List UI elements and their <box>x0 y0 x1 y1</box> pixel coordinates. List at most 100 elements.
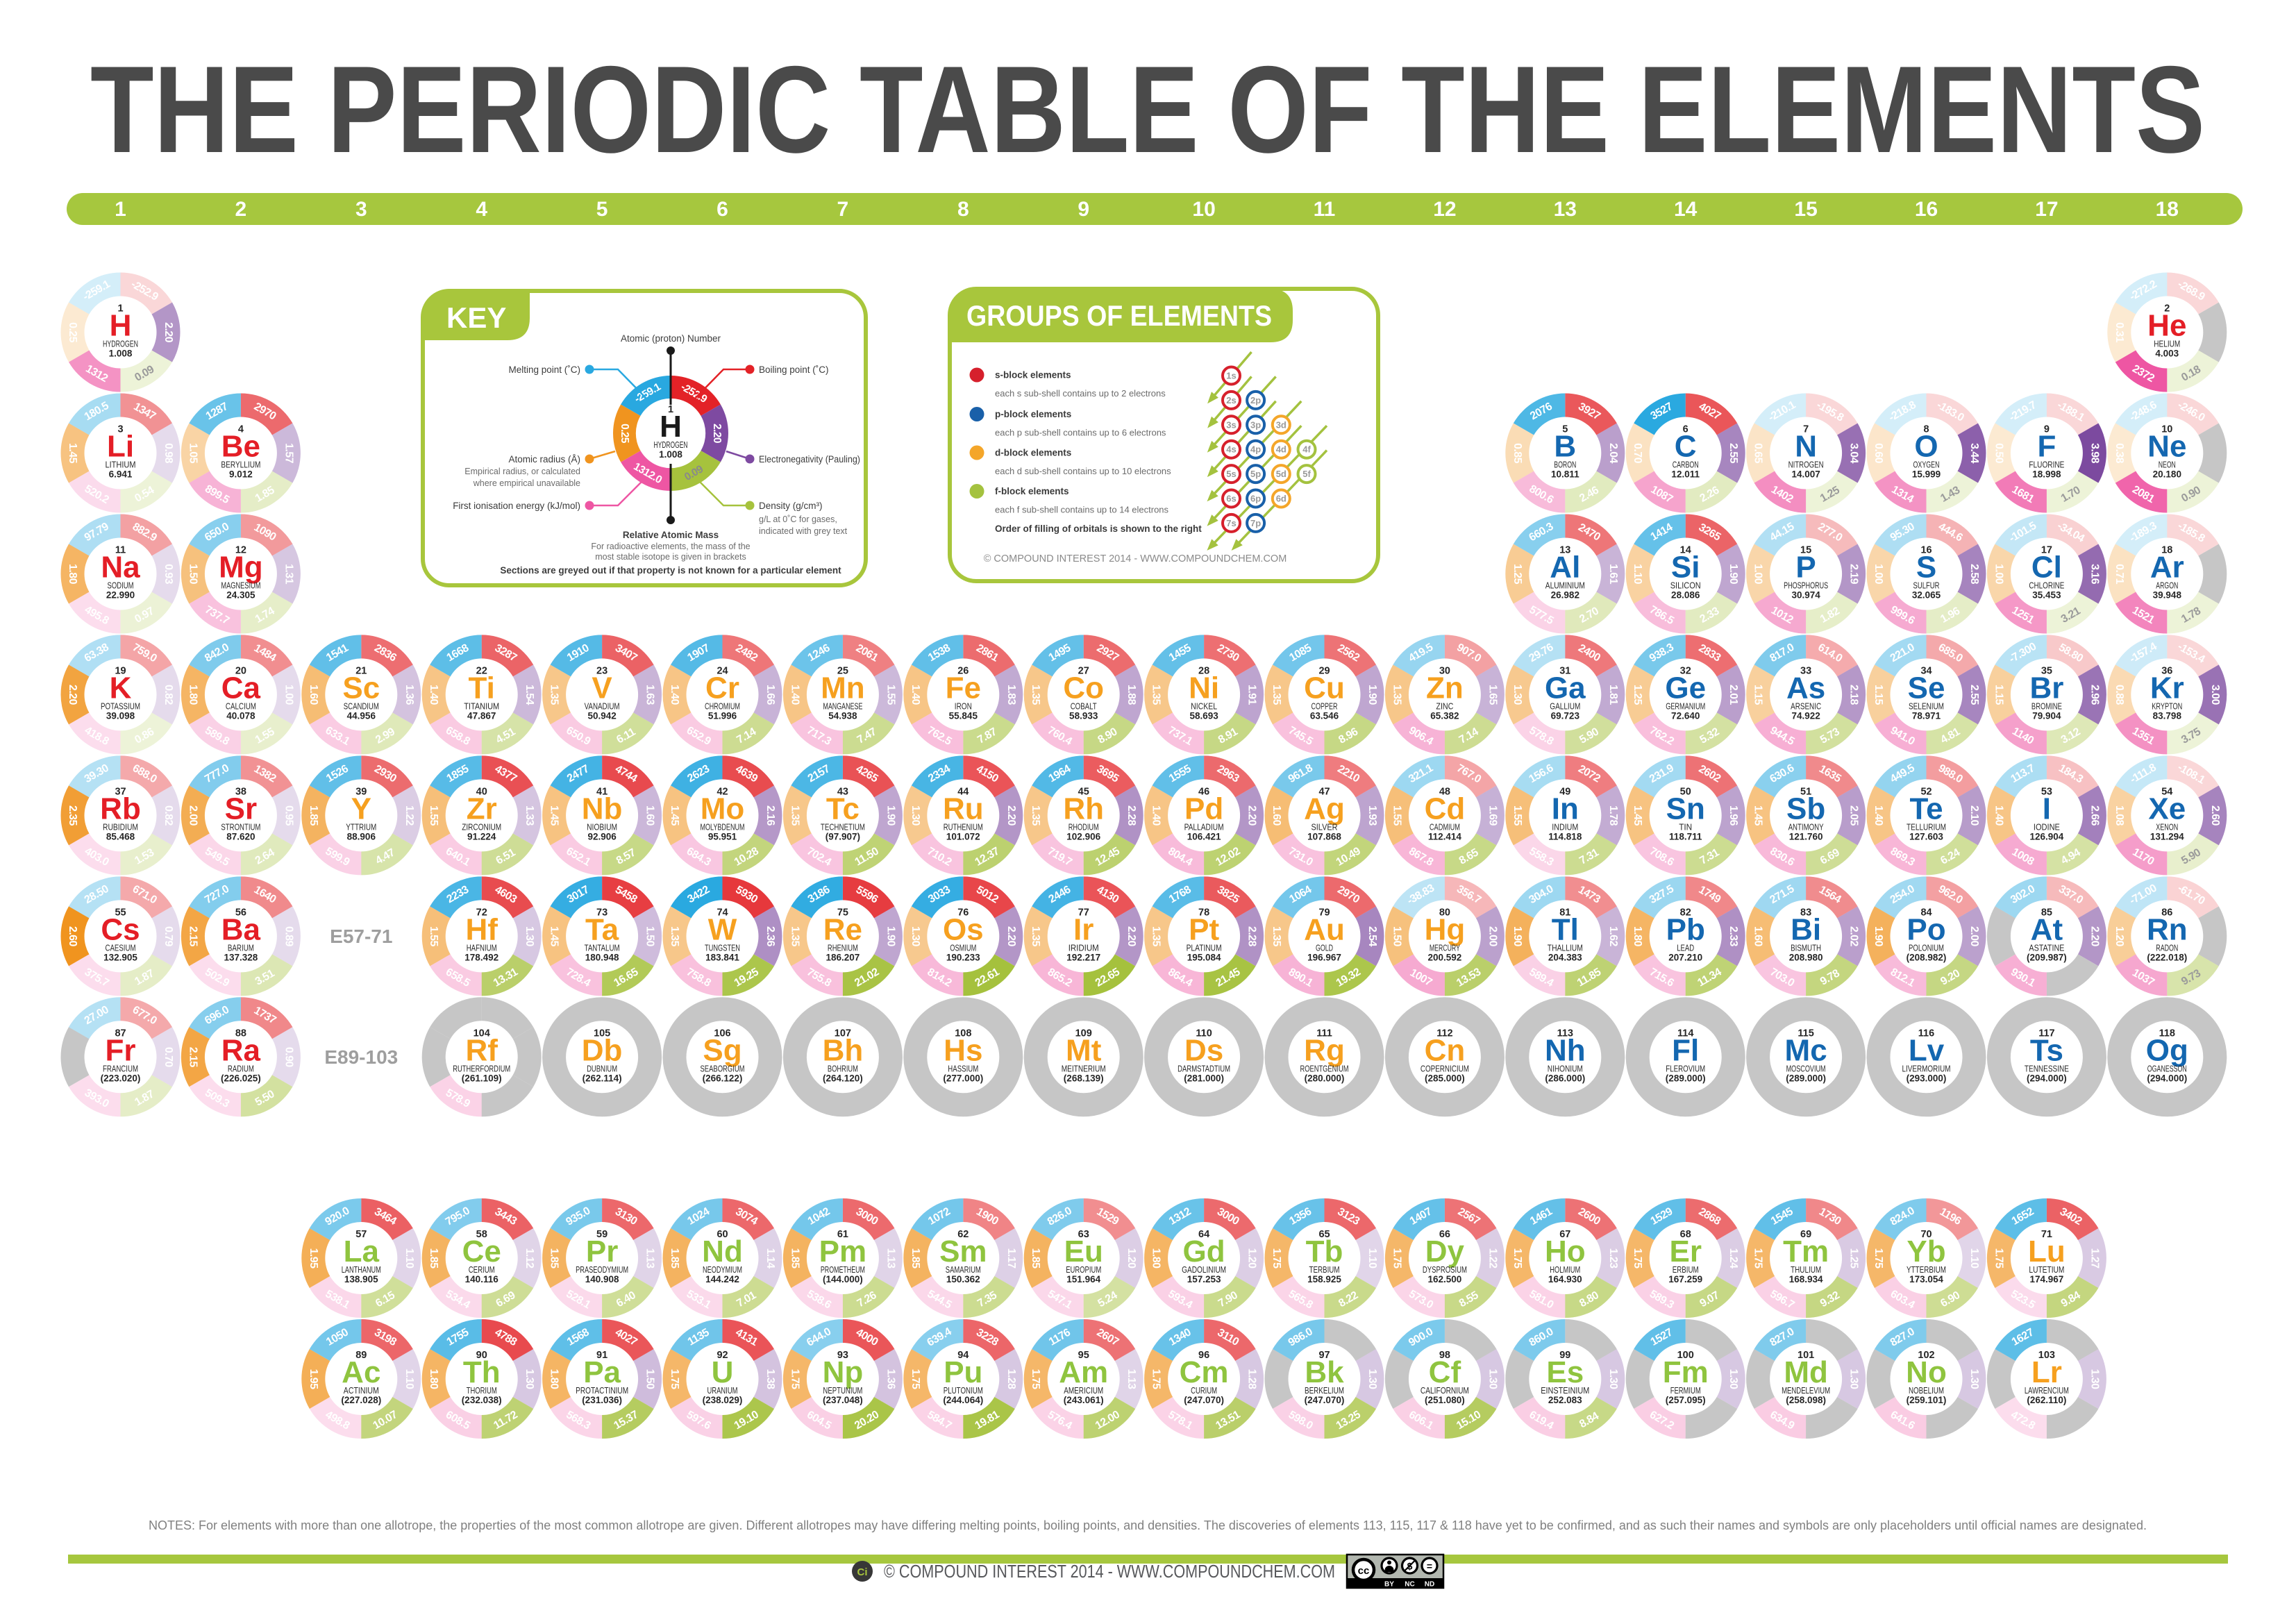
svg-text:1.80: 1.80 <box>548 1369 560 1389</box>
svg-text:1.55: 1.55 <box>1511 805 1523 826</box>
svg-text:118: 118 <box>2159 1028 2175 1039</box>
svg-text:1.45: 1.45 <box>548 926 560 946</box>
svg-text:1.55: 1.55 <box>428 926 439 946</box>
svg-text:Db: Db <box>582 1033 623 1067</box>
svg-text:13: 13 <box>1554 198 1577 221</box>
svg-text:2.20: 2.20 <box>1246 805 1258 826</box>
svg-text:168.934: 168.934 <box>1789 1274 1823 1284</box>
svg-text:Er: Er <box>1669 1234 1701 1269</box>
svg-text:PRASEODYMIUM: PRASEODYMIUM <box>576 1264 628 1275</box>
svg-text:Ce: Ce <box>462 1234 501 1269</box>
svg-text:1.35: 1.35 <box>1030 805 1041 826</box>
svg-text:54: 54 <box>2161 786 2172 797</box>
svg-text:38: 38 <box>235 786 246 797</box>
svg-text:74: 74 <box>717 907 728 918</box>
svg-text:140.116: 140.116 <box>465 1274 499 1284</box>
svg-text:26: 26 <box>957 665 969 676</box>
svg-text:88.906: 88.906 <box>347 831 376 842</box>
svg-text:2.20: 2.20 <box>2088 926 2100 946</box>
svg-text:Ts: Ts <box>2030 1033 2063 1067</box>
svg-text:1.31: 1.31 <box>283 564 294 584</box>
svg-text:5: 5 <box>1562 424 1568 435</box>
svg-text:1.22: 1.22 <box>403 805 415 826</box>
svg-text:0.71: 0.71 <box>2113 564 2125 584</box>
svg-text:Ti: Ti <box>469 671 495 705</box>
svg-text:0.85: 0.85 <box>1511 443 1523 463</box>
svg-text:1.90: 1.90 <box>1872 926 1884 946</box>
svg-text:(281.000): (281.000) <box>1184 1073 1224 1083</box>
svg-text:3.44: 3.44 <box>1968 443 1980 463</box>
svg-text:2.19: 2.19 <box>1848 564 1860 584</box>
svg-text:most stable isotope is given i: most stable isotope is given in brackets <box>595 552 746 562</box>
svg-text:RADON: RADON <box>2156 942 2178 953</box>
svg-text:1.95: 1.95 <box>308 1369 319 1389</box>
svg-text:Gd: Gd <box>1183 1234 1225 1269</box>
svg-text:BORON: BORON <box>1554 460 1576 470</box>
svg-text:24: 24 <box>717 665 728 676</box>
svg-text:Au: Au <box>1304 912 1345 946</box>
svg-text:31: 31 <box>1559 665 1570 676</box>
svg-text:1.66: 1.66 <box>764 685 776 705</box>
svg-text:186.207: 186.207 <box>826 952 860 962</box>
svg-text:each d sub-shell contains up t: each d sub-shell contains up to 10 elect… <box>995 466 1171 476</box>
svg-text:1.13: 1.13 <box>1125 1369 1137 1389</box>
svg-text:1.30: 1.30 <box>1848 1369 1860 1389</box>
svg-text:2.28: 2.28 <box>1246 926 1258 946</box>
svg-text:No: No <box>1906 1355 1947 1389</box>
svg-text:6d: 6d <box>1276 494 1287 504</box>
svg-text:Order of filling of orbitals i: Order of filling of orbitals is shown to… <box>995 524 1202 534</box>
svg-text:47: 47 <box>1318 786 1330 797</box>
svg-text:37: 37 <box>115 786 126 797</box>
svg-text:85.468: 85.468 <box>106 831 135 842</box>
svg-text:BOHRIUM: BOHRIUM <box>828 1063 858 1073</box>
svg-text:79.904: 79.904 <box>2032 710 2061 721</box>
svg-text:Cl: Cl <box>2031 551 2062 585</box>
svg-text:1.40: 1.40 <box>1150 805 1162 826</box>
svg-text:4s: 4s <box>1226 444 1236 455</box>
svg-text:69: 69 <box>1800 1229 1811 1240</box>
svg-text:1.45: 1.45 <box>1752 805 1764 826</box>
svg-text:First ionisation energy (kJ/mo: First ionisation energy (kJ/mol) <box>453 501 580 511</box>
svg-text:Rh: Rh <box>1063 792 1104 826</box>
svg-text:3.00: 3.00 <box>2209 685 2221 705</box>
svg-text:Br: Br <box>2029 671 2063 705</box>
svg-text:72.640: 72.640 <box>1671 710 1700 721</box>
svg-text:8: 8 <box>957 198 969 221</box>
svg-text:Be: Be <box>221 430 260 464</box>
svg-text:1.50: 1.50 <box>1391 926 1402 946</box>
svg-text:1.30: 1.30 <box>910 805 921 826</box>
svg-text:2.00: 2.00 <box>1968 926 1980 946</box>
svg-text:1.08: 1.08 <box>2113 805 2125 826</box>
svg-text:88: 88 <box>235 1028 246 1039</box>
svg-text:32.065: 32.065 <box>1912 590 1941 601</box>
svg-text:131.294: 131.294 <box>2150 831 2184 842</box>
svg-text:GERMANIUM: GERMANIUM <box>1666 701 1705 711</box>
svg-text:Te: Te <box>1909 792 1943 826</box>
svg-text:1.75: 1.75 <box>910 1369 921 1389</box>
svg-text:(247.070): (247.070) <box>1305 1395 1345 1405</box>
svg-text:YTTERBIUM: YTTERBIUM <box>1907 1264 1946 1275</box>
svg-text:6p: 6p <box>1250 494 1261 504</box>
svg-text:78.971: 78.971 <box>1912 710 1941 721</box>
svg-text:39.948: 39.948 <box>2153 590 2182 601</box>
svg-text:1.10: 1.10 <box>1632 564 1643 584</box>
svg-text:1.24: 1.24 <box>1727 1248 1739 1269</box>
svg-text:2.20: 2.20 <box>162 322 174 342</box>
svg-text:Md: Md <box>1784 1355 1828 1389</box>
svg-text:© COMPOUND INTEREST 2014 - WWW: © COMPOUND INTEREST 2014 - WWW.COMPOUNDC… <box>984 553 1287 564</box>
svg-text:1: 1 <box>117 303 123 315</box>
svg-text:0.79: 0.79 <box>162 926 174 946</box>
svg-text:(257.095): (257.095) <box>1666 1395 1706 1405</box>
svg-text:THE PERIODIC TABLE OF THE ELEM: THE PERIODIC TABLE OF THE ELEMENTS <box>90 40 2205 178</box>
svg-text:51.996: 51.996 <box>708 710 737 721</box>
svg-text:43: 43 <box>837 786 848 797</box>
svg-text:2: 2 <box>2164 303 2170 315</box>
svg-text:0.60: 0.60 <box>1872 443 1884 463</box>
svg-text:1.12: 1.12 <box>523 1248 535 1269</box>
svg-text:47.867: 47.867 <box>467 710 496 721</box>
svg-text:HOLMIUM: HOLMIUM <box>1550 1264 1580 1275</box>
svg-text:(232.038): (232.038) <box>462 1395 502 1405</box>
svg-text:1.83: 1.83 <box>1005 685 1017 705</box>
svg-text:B: B <box>1554 430 1576 464</box>
svg-text:ALUMINIUM: ALUMINIUM <box>1545 580 1585 591</box>
